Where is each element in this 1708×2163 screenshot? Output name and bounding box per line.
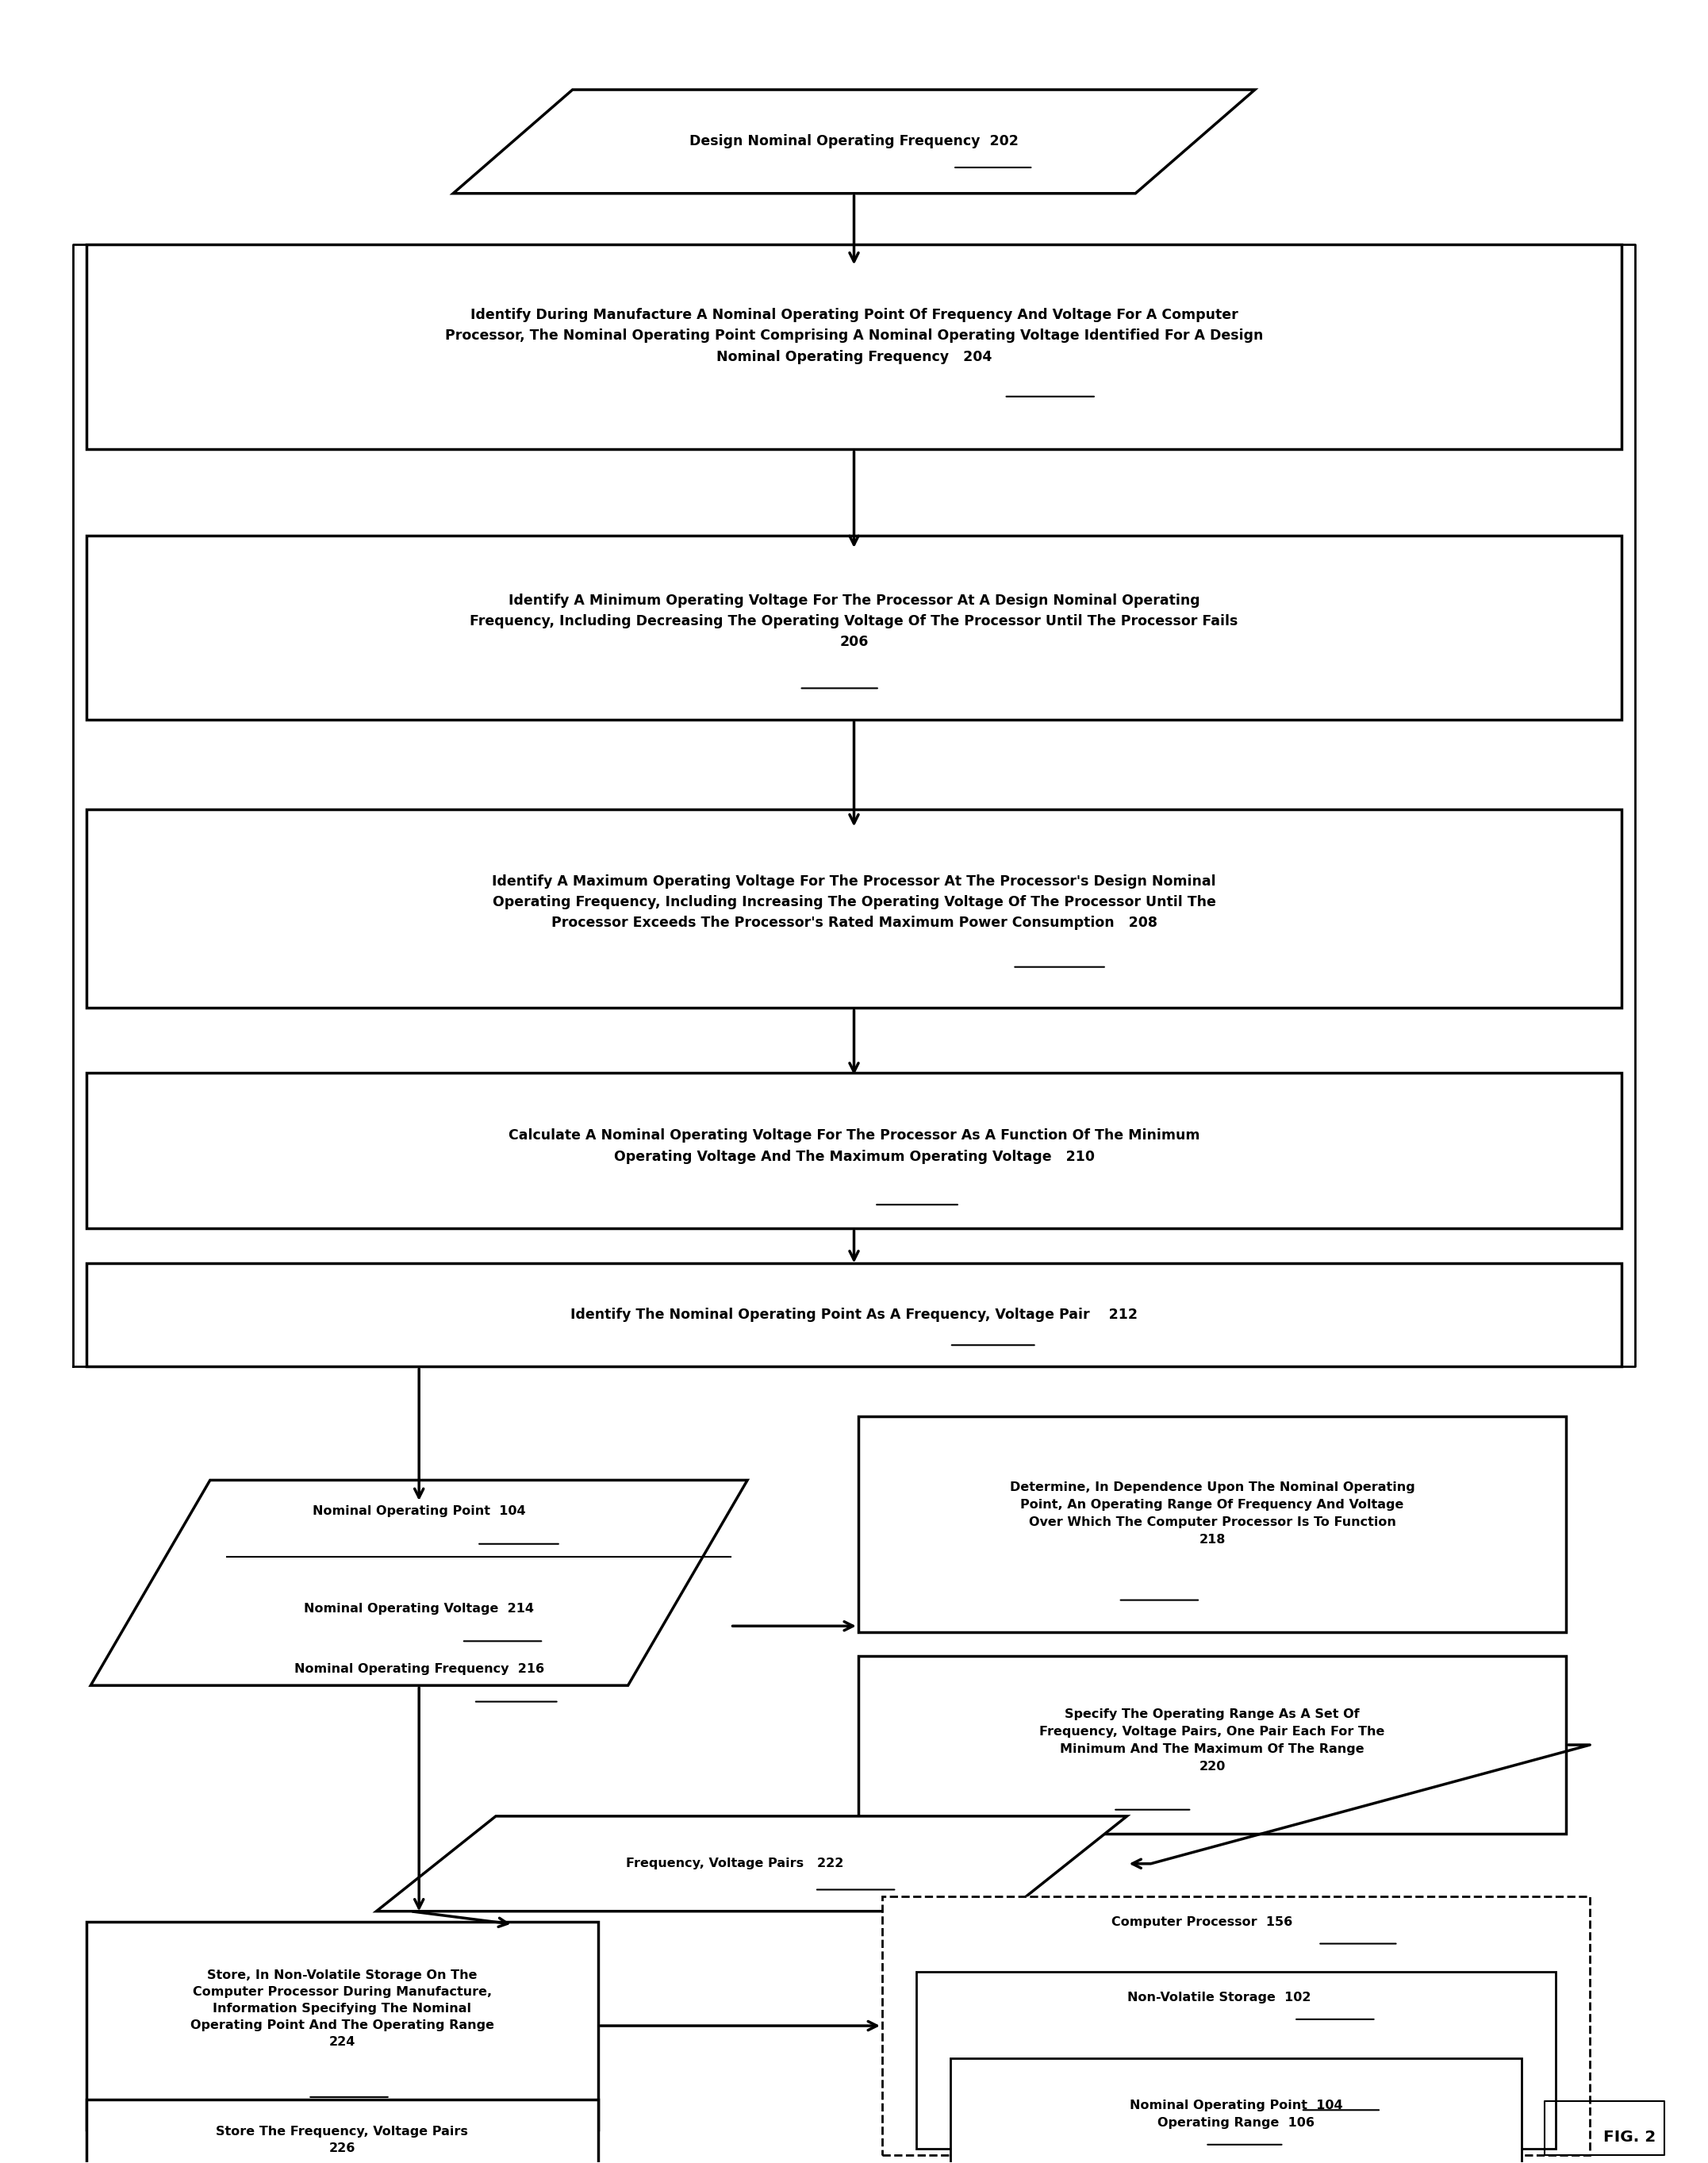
Text: Store The Frequency, Voltage Pairs
226: Store The Frequency, Voltage Pairs 226 (217, 2126, 468, 2154)
FancyBboxPatch shape (87, 2100, 598, 2163)
FancyBboxPatch shape (857, 1417, 1566, 1633)
Text: Computer Processor  156: Computer Processor 156 (1112, 1916, 1293, 1927)
FancyBboxPatch shape (881, 1897, 1590, 2154)
Text: Nominal Operating Point  104
Operating Range  106: Nominal Operating Point 104 Operating Ra… (1129, 2100, 1342, 2128)
FancyBboxPatch shape (87, 1073, 1621, 1229)
FancyBboxPatch shape (87, 244, 1621, 450)
Text: Identify During Manufacture A Nominal Operating Point Of Frequency And Voltage F: Identify During Manufacture A Nominal Op… (444, 307, 1264, 363)
FancyBboxPatch shape (915, 1973, 1556, 2148)
Text: Nominal Operating Frequency  216: Nominal Operating Frequency 216 (294, 1663, 545, 1674)
Text: Nominal Operating Voltage  214: Nominal Operating Voltage 214 (304, 1603, 535, 1616)
FancyBboxPatch shape (950, 2059, 1522, 2163)
Text: Nominal Operating Point  104: Nominal Operating Point 104 (313, 1505, 526, 1518)
Text: Calculate A Nominal Operating Voltage For The Processor As A Function Of The Min: Calculate A Nominal Operating Voltage Fo… (509, 1129, 1199, 1164)
Polygon shape (91, 1479, 748, 1685)
FancyBboxPatch shape (857, 1657, 1566, 1834)
Text: Design Nominal Operating Frequency  202: Design Nominal Operating Frequency 202 (690, 134, 1018, 149)
Text: Identify A Maximum Operating Voltage For The Processor At The Processor's Design: Identify A Maximum Operating Voltage For… (492, 874, 1216, 930)
Text: Identify A Minimum Operating Voltage For The Processor At A Design Nominal Opera: Identify A Minimum Operating Voltage For… (470, 593, 1238, 649)
Text: FIG. 2: FIG. 2 (1604, 2131, 1655, 2144)
Text: Identify The Nominal Operating Point As A Frequency, Voltage Pair    212: Identify The Nominal Operating Point As … (570, 1309, 1138, 1322)
Text: Store, In Non-Volatile Storage On The
Computer Processor During Manufacture,
Inf: Store, In Non-Volatile Storage On The Co… (190, 1968, 494, 2048)
Polygon shape (376, 1817, 1127, 1912)
Polygon shape (453, 89, 1255, 193)
FancyBboxPatch shape (87, 536, 1621, 720)
FancyBboxPatch shape (87, 809, 1621, 1008)
Text: Non-Volatile Storage  102: Non-Volatile Storage 102 (1127, 1992, 1310, 2003)
Text: Determine, In Dependence Upon The Nominal Operating
Point, An Operating Range Of: Determine, In Dependence Upon The Nomina… (1009, 1482, 1414, 1547)
Text: Frequency, Voltage Pairs   222: Frequency, Voltage Pairs 222 (625, 1858, 844, 1869)
Text: Specify The Operating Range As A Set Of
Frequency, Voltage Pairs, One Pair Each : Specify The Operating Range As A Set Of … (1040, 1709, 1385, 1774)
FancyBboxPatch shape (87, 1923, 598, 2131)
FancyBboxPatch shape (87, 1263, 1621, 1367)
